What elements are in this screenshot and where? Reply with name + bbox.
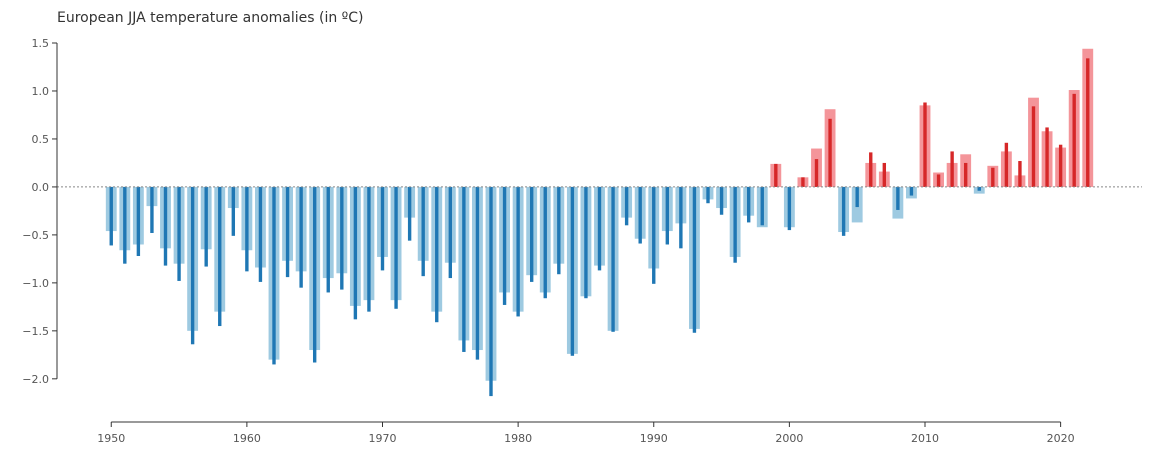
bar-narrow-2001	[801, 177, 805, 187]
bar-narrow-2018	[1031, 106, 1036, 187]
y-tick-label: 0.5	[32, 133, 50, 146]
bar-narrow-1986	[597, 186, 602, 271]
bar-narrow-2003	[828, 118, 832, 187]
bar-narrow-2010	[923, 102, 927, 187]
bar-narrow-1994	[706, 186, 710, 204]
bar-narrow-2011	[936, 174, 941, 187]
bar-narrow-2021	[1072, 93, 1076, 187]
bar-narrow-1967	[340, 186, 344, 290]
bar-narrow-1969	[367, 186, 371, 312]
bar-narrow-1951	[123, 186, 127, 264]
bar-narrow-1968	[353, 186, 358, 320]
bar-narrow-1990	[652, 186, 656, 284]
bar-narrow-2014	[977, 186, 981, 191]
chart-title: European JJA temperature anomalies (in º…	[57, 10, 364, 26]
y-tick-label: −2.0	[22, 373, 49, 386]
bar-narrow-1954	[163, 186, 168, 266]
bar-narrow-1957	[204, 186, 208, 267]
bar-narrow-1987	[611, 186, 615, 332]
bar-narrow-2008	[896, 186, 900, 210]
bar-narrow-1988	[624, 186, 629, 226]
x-axis-ticks: 1950 1960 1970 1980 1990 2000 2010 2020	[97, 422, 1075, 445]
bar-narrow-2020	[1058, 144, 1063, 187]
bar-narrow-1976	[462, 186, 466, 352]
bar-narrow-1978	[489, 186, 493, 397]
bar-narrow-2004	[841, 186, 846, 236]
x-tick-label: 1990	[640, 432, 668, 445]
bar-narrow-1981	[529, 186, 534, 282]
bar-narrow-1963	[285, 186, 290, 278]
bar-narrow-1999	[774, 163, 778, 187]
bar-narrow-1998	[760, 186, 764, 226]
bar-narrow-1980	[516, 186, 520, 317]
bar-narrow-2012	[950, 151, 954, 187]
bar-narrow-1984	[570, 186, 575, 356]
bar-narrow-1958	[218, 186, 222, 327]
bar-narrow-1997	[746, 186, 751, 223]
bar-narrow-2015	[991, 167, 995, 187]
bar-narrow-1970	[380, 186, 385, 271]
bar-narrow-2009	[909, 186, 914, 196]
bar-narrow-1959	[231, 186, 236, 236]
bar-narrow-1973	[421, 186, 425, 277]
bar-narrow-1983	[557, 186, 561, 275]
bar-narrow-2019	[1045, 127, 1049, 187]
bar-narrow-1956	[190, 186, 195, 345]
bar-narrow-2007	[882, 162, 887, 187]
bar-narrow-2016	[1004, 142, 1009, 187]
bar-narrow-1964	[299, 186, 303, 288]
bar-narrow-1950	[109, 186, 113, 246]
y-tick-label: −0.5	[22, 229, 49, 242]
bar-narrow-1955	[177, 186, 181, 281]
bar-narrow-2022	[1086, 58, 1090, 187]
bar-narrow-2013	[963, 162, 968, 187]
bar-narrow-1985	[584, 186, 588, 299]
x-tick-label: 2010	[911, 432, 939, 445]
bar-narrow-1996	[733, 186, 737, 263]
x-tick-label: 2020	[1047, 432, 1075, 445]
x-tick-label: 1980	[504, 432, 532, 445]
bar-narrow-1961	[258, 186, 263, 282]
bar-narrow-1952	[136, 186, 141, 256]
bar-narrow-1991	[665, 186, 670, 245]
bar-narrow-1974	[435, 186, 439, 323]
bar-narrow-1995	[719, 186, 724, 215]
bar-narrow-2006	[869, 152, 873, 187]
x-tick-label: 1970	[369, 432, 397, 445]
bar-narrow-1979	[502, 186, 507, 305]
bar-narrow-2002	[814, 159, 819, 187]
y-tick-label: 0.0	[32, 181, 50, 194]
bars-narrow-series	[109, 58, 1090, 397]
bar-narrow-1971	[394, 186, 398, 309]
y-axis-ticks: −2.0 −1.5 −1.0 −0.5 0.0 0.5 1.0 1.5	[22, 37, 57, 386]
bar-narrow-1960	[245, 186, 249, 272]
x-tick-label: 1960	[233, 432, 261, 445]
bar-narrow-2000	[787, 186, 792, 231]
bar-narrow-1982	[543, 186, 547, 299]
bar-narrow-1966	[326, 186, 330, 293]
y-tick-label: 1.0	[32, 85, 50, 98]
bar-narrow-1962	[272, 186, 276, 365]
bar-narrow-1977	[475, 186, 480, 360]
y-tick-label: −1.0	[22, 277, 49, 290]
bar-narrow-2017	[1018, 161, 1022, 187]
bar-narrow-1972	[407, 186, 412, 241]
x-tick-label: 2000	[775, 432, 803, 445]
bar-narrow-1965	[312, 186, 317, 363]
bar-narrow-1975	[448, 186, 453, 279]
bar-narrow-1993	[692, 186, 697, 333]
y-tick-label: −1.5	[22, 325, 49, 338]
x-tick-label: 1950	[97, 432, 125, 445]
bar-narrow-1992	[679, 186, 683, 249]
bar-narrow-2005	[855, 186, 859, 208]
bar-narrow-1953	[150, 186, 154, 233]
bar-narrow-1989	[638, 186, 642, 244]
y-tick-label: 1.5	[32, 37, 50, 50]
